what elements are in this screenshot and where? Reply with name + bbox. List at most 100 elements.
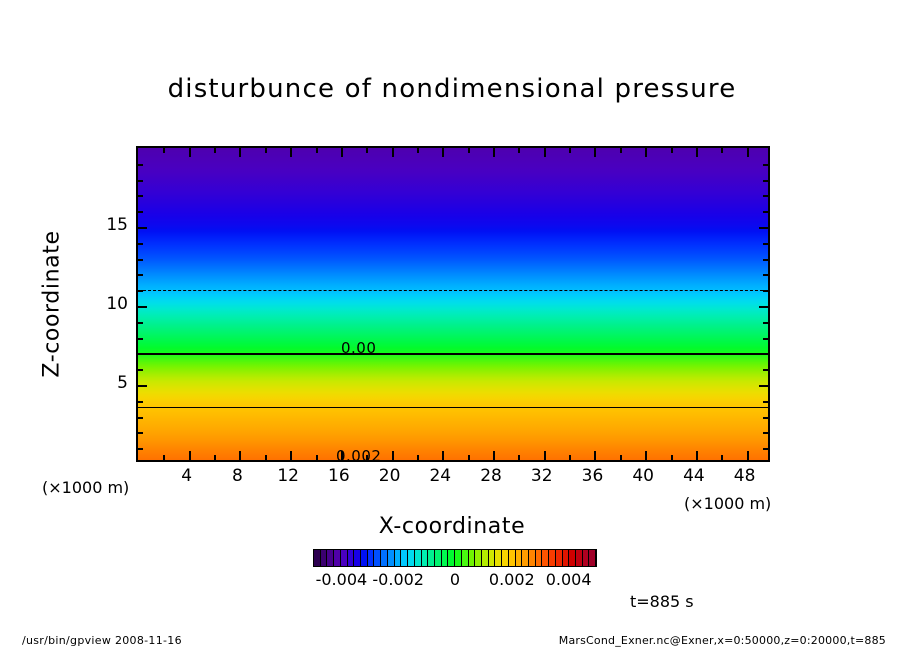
colorbar-swatch-10 [381, 550, 388, 566]
colorbar [313, 549, 597, 567]
y-tick-11 [138, 290, 143, 293]
x-ticklabel-8: 8 [232, 466, 243, 486]
colorbar-swatch-27 [495, 550, 503, 566]
x-tick-top-46 [721, 148, 724, 153]
colorbar-swatch-4 [340, 550, 348, 566]
y-tick-2 [138, 432, 143, 435]
y-tick-right-18 [763, 179, 768, 182]
colorbar-swatch-0 [314, 550, 321, 566]
y-tick-6 [138, 369, 143, 372]
y-tick-19 [138, 163, 143, 166]
colorbar-swatch-18 [434, 550, 442, 566]
x-ticklabel-44: 44 [683, 466, 705, 486]
y-tick-right-14 [763, 242, 768, 245]
time-annotation: t=885 s [630, 592, 694, 611]
x-tick-14 [315, 455, 318, 460]
footer-command: /usr/bin/gpview 2008-11-16 [22, 634, 182, 647]
colorbar-swatch-29 [508, 550, 516, 566]
x-tick-top-12 [290, 148, 293, 157]
x-tick-24 [442, 451, 445, 460]
colorbar-swatch-21 [455, 550, 462, 566]
colorbar-ticklabel-0: -0.004 [315, 570, 368, 589]
colorbar-swatch-28 [502, 550, 509, 566]
x-tick-48 [746, 451, 749, 460]
colorbar-swatch-8 [367, 550, 375, 566]
pressure-field-heatmap [138, 148, 768, 460]
colorbar-ticklabel-1: -0.002 [372, 570, 424, 589]
x-tick-12 [290, 451, 293, 460]
y-tick-right-9 [763, 321, 768, 324]
y-tick-right-5 [759, 385, 768, 387]
colorbar-swatch-41 [589, 550, 597, 566]
colorbar-swatch-35 [549, 550, 556, 566]
x-tick-top-8 [239, 148, 242, 157]
colorbar-swatch-23 [468, 550, 476, 566]
footer-dataset: MarsCond_Exner.nc@Exner,x=0:50000,z=0:20… [558, 634, 886, 647]
x-tick-46 [721, 455, 724, 460]
x-ticklabel-32: 32 [530, 466, 553, 486]
y-tick-right-11 [763, 290, 768, 293]
x-tick-32 [543, 451, 546, 460]
x-unit-label-left: (×1000 m) [42, 478, 130, 497]
y-tick-right-17 [763, 195, 768, 198]
x-ticklabel-36: 36 [581, 466, 604, 486]
x-tick-top-42 [670, 148, 673, 153]
x-tick-26 [467, 455, 470, 460]
y-tick-right-19 [763, 163, 768, 166]
y-tick-right-3 [763, 416, 768, 419]
y-tick-7 [138, 353, 143, 356]
x-tick-top-6 [214, 148, 217, 153]
plot-area [136, 146, 770, 462]
colorbar-swatch-22 [461, 550, 469, 566]
x-tick-top-14 [315, 148, 318, 153]
contour-line-0 [138, 407, 768, 409]
colorbar-swatch-7 [361, 550, 368, 566]
x-tick-40 [645, 451, 648, 460]
page-title: disturbunce of nondimensional pressure [167, 74, 737, 104]
colorbar-swatch-9 [374, 550, 382, 566]
x-tick-top-16 [340, 148, 343, 157]
x-tick-6 [214, 455, 217, 460]
y-tick-1 [138, 448, 143, 451]
colorbar-swatch-26 [488, 550, 496, 566]
y-tick-15 [138, 227, 147, 229]
y-tick-right-6 [763, 369, 768, 372]
x-tick-top-2 [163, 148, 166, 153]
x-tick-2 [163, 455, 166, 460]
x-tick-top-18 [366, 148, 369, 153]
colorbar-swatch-31 [522, 550, 529, 566]
contour-line-1 [138, 353, 768, 356]
y-tick-14 [138, 242, 143, 245]
colorbar-swatch-13 [401, 550, 409, 566]
x-tick-44 [695, 451, 698, 460]
x-tick-top-28 [493, 148, 496, 157]
x-tick-top-22 [416, 148, 419, 153]
x-tick-42 [670, 455, 673, 460]
y-ticklabel-5: 5 [117, 373, 128, 393]
x-ticklabel-16: 16 [328, 466, 350, 486]
colorbar-swatch-20 [448, 550, 456, 566]
y-tick-right-2 [763, 432, 768, 435]
colorbar-swatch-14 [408, 550, 415, 566]
y-tick-3 [138, 416, 143, 419]
y-ticklabel-10: 10 [106, 294, 128, 314]
colorbar-swatch-40 [582, 550, 590, 566]
colorbar-swatches [313, 549, 597, 567]
colorbar-swatch-37 [562, 550, 570, 566]
x-ticklabel-24: 24 [429, 466, 452, 486]
y-tick-12 [138, 274, 143, 277]
x-tick-16 [340, 451, 343, 460]
x-tick-28 [493, 451, 496, 460]
x-tick-22 [416, 455, 419, 460]
x-ticklabel-4: 4 [181, 466, 193, 486]
y-tick-right-13 [763, 258, 768, 261]
colorbar-swatch-33 [535, 550, 543, 566]
x-tick-8 [239, 451, 242, 460]
x-tick-top-26 [467, 148, 470, 153]
y-axis-title: Z-coordinate [39, 230, 65, 378]
colorbar-swatch-17 [428, 550, 435, 566]
x-tick-top-38 [619, 148, 622, 153]
colorbar-swatch-2 [327, 550, 335, 566]
colorbar-swatch-34 [542, 550, 550, 566]
